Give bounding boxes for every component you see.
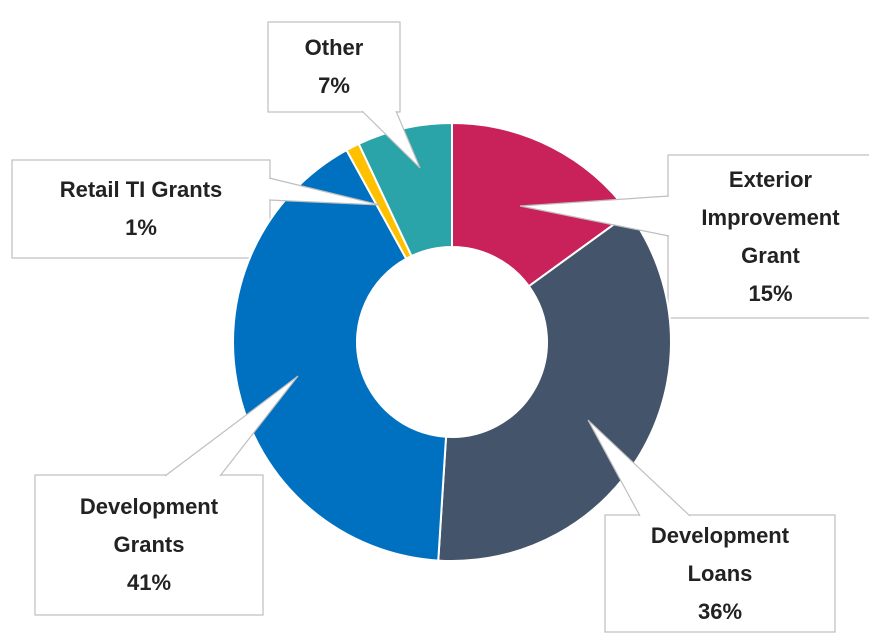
label-name: Exterior Improvement Grant — [701, 166, 840, 268]
data-label: Other 7% — [268, 22, 400, 112]
donut — [232, 121, 672, 562]
callout-pointer — [361, 110, 421, 169]
label-value: 36% — [697, 598, 743, 624]
callout-box — [604, 514, 836, 633]
callout-pointer — [587, 419, 691, 517]
callout-box — [11, 159, 271, 259]
label-value: 7% — [318, 73, 350, 98]
callouts — [11, 21, 869, 633]
label-value: 15% — [748, 280, 793, 306]
callout-box — [34, 474, 264, 616]
label-name: Retail TI Grants — [59, 177, 223, 202]
data-label: Retail TI Grants 1% — [12, 160, 270, 258]
data-label: Exterior Improvement Grant 15% — [668, 155, 869, 318]
callout-pointer — [519, 195, 670, 237]
callout-box — [667, 154, 869, 319]
label-value: 1% — [125, 215, 157, 240]
label-name: Other — [304, 35, 364, 60]
data-label: Development Grants 41% — [35, 475, 263, 615]
data-label: Development Loans 36% — [605, 515, 835, 632]
donut-slice — [437, 211, 672, 562]
callout-pointers — [164, 110, 691, 517]
label-name: Development Grants — [79, 494, 219, 557]
callout-box — [267, 21, 401, 113]
callout-pointer — [164, 375, 299, 477]
label-value: 41% — [126, 570, 172, 595]
label-name: Development Loans — [650, 522, 790, 586]
callout-pointer — [268, 177, 381, 206]
